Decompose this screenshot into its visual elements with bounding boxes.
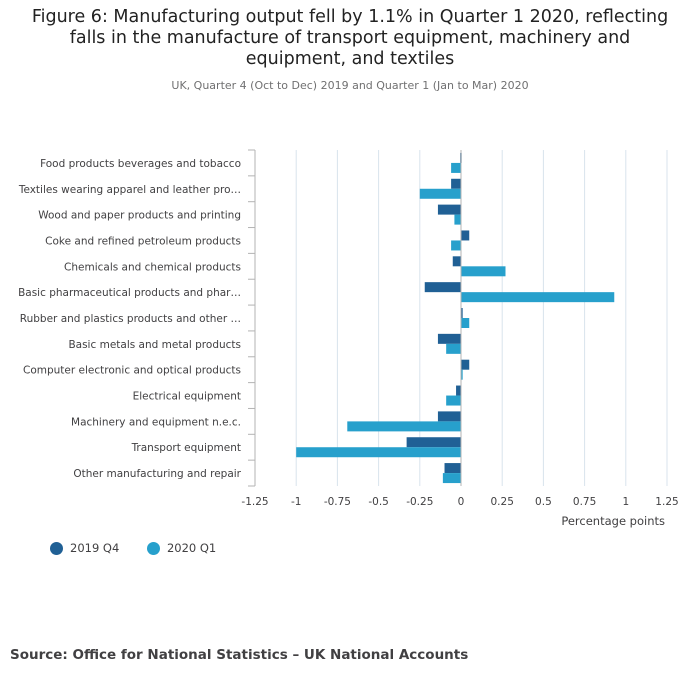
bar-2020q1	[454, 214, 461, 225]
x-tick-label: 0.25	[491, 496, 514, 508]
bar-2019q4	[437, 333, 461, 344]
bar-2019q4	[461, 359, 470, 370]
x-tick-label: -1	[291, 496, 301, 508]
legend-item-2019q4[interactable]: 2019 Q4	[50, 541, 119, 555]
legend-label-2020q1: 2020 Q1	[166, 541, 217, 555]
x-tick-label: 0	[458, 496, 465, 508]
category-label: Rubber and plastics products and other …	[20, 313, 241, 325]
category-label: Computer electronic and optical products	[23, 365, 241, 377]
bar-2020q1	[451, 240, 461, 251]
bar-2019q4	[406, 437, 461, 448]
legend-swatch-2020q1	[146, 541, 160, 555]
bar-2020q1	[419, 188, 461, 199]
x-tick-label: -0.75	[324, 496, 351, 508]
bar-2019q4	[437, 204, 461, 215]
category-label: Chemicals and chemical products	[64, 261, 241, 273]
bar-2020q1	[451, 162, 461, 173]
bar-2019q4	[452, 256, 461, 267]
bar-2019q4	[461, 308, 463, 318]
legend: 2019 Q4 2020 Q1	[50, 541, 240, 558]
x-tick-label: 0.5	[535, 496, 552, 508]
category-label: Electrical equipment	[133, 391, 241, 403]
x-tick-label: -0.25	[406, 496, 433, 508]
bar-2020q1	[347, 421, 461, 432]
bar-2019q4	[456, 385, 461, 396]
bar-2020q1	[461, 292, 615, 303]
category-label: Transport equipment	[131, 442, 241, 454]
bar-2020q1	[296, 447, 461, 458]
x-tick-label: 0.75	[573, 496, 596, 508]
category-label: Basic pharmaceutical products and phar…	[18, 287, 241, 299]
x-tick-label: 1.25	[655, 496, 678, 508]
category-label: Machinery and equipment n.e.c.	[71, 416, 241, 428]
chart-subtitle: UK, Quarter 4 (Oct to Dec) 2019 and Quar…	[171, 79, 529, 92]
bar-2020q1	[446, 343, 461, 354]
bar-2020q1	[461, 369, 463, 380]
bar-2019q4	[444, 463, 461, 474]
category-label: Food products beverages and tobacco	[40, 158, 241, 170]
bar-2019q4	[461, 230, 470, 241]
bar-2020q1	[446, 395, 461, 406]
category-label: Textiles wearing apparel and leather pro…	[18, 184, 241, 196]
chart-title: Figure 6: Manufacturing output fell by 1…	[31, 7, 669, 69]
bar-2020q1	[461, 266, 506, 277]
x-tick-label: -0.5	[368, 496, 389, 508]
bar-2019q4	[451, 178, 461, 189]
category-label: Basic metals and metal products	[68, 339, 241, 351]
bar-2019q4	[437, 411, 461, 422]
x-tick-label: 1	[622, 496, 629, 508]
legend-item-2020q1[interactable]: 2020 Q1	[146, 541, 217, 555]
bar-2019q4	[424, 282, 461, 293]
category-label: Coke and refined petroleum products	[45, 235, 241, 247]
bar-2020q1	[442, 473, 461, 484]
legend-label-2019q4: 2019 Q4	[70, 541, 120, 555]
source-note: Source: Office for National Statistics –…	[10, 647, 469, 663]
category-label: Wood and paper products and printing	[38, 210, 241, 222]
bar-2020q1	[461, 318, 470, 328]
x-axis-title: Percentage points	[561, 514, 665, 528]
category-label: Other manufacturing and repair	[73, 468, 241, 480]
bar-chart: Food products beverages and tobacco Texti…	[18, 149, 679, 528]
legend-swatch-2019q4	[50, 541, 63, 555]
x-tick-label: -1.25	[241, 496, 268, 508]
